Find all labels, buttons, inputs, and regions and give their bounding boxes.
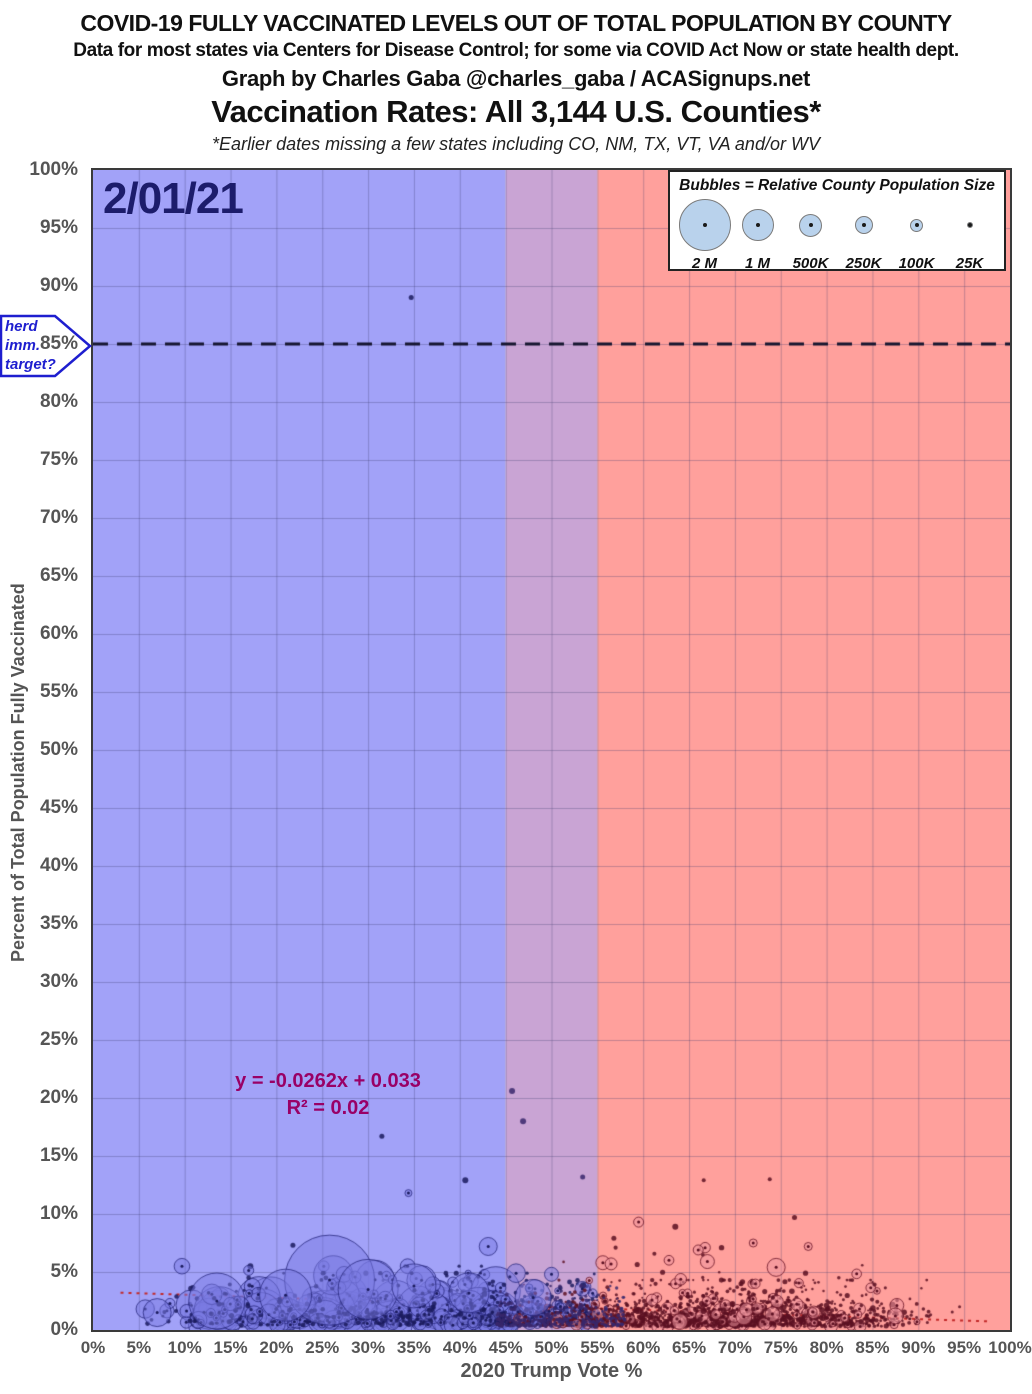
y-tick-label: 10% xyxy=(39,1203,78,1224)
legend-bubble xyxy=(799,213,822,237)
x-tick-label: 30% xyxy=(351,1338,386,1357)
main-title: COVID-19 FULLY VACCINATED LEVELS OUT OF … xyxy=(80,10,952,36)
y-tick-label: 100% xyxy=(29,159,78,180)
legend-bubble xyxy=(741,209,774,241)
x-tick-label: 100% xyxy=(988,1338,1032,1357)
x-tick-label: 40% xyxy=(442,1338,477,1357)
y-tick-label: 20% xyxy=(39,1087,78,1108)
herd-callout-line3: target? xyxy=(5,356,56,374)
herd-callout-line1: herd xyxy=(5,318,38,335)
attribution-line: Graph by Charles Gaba @charles_gaba / AC… xyxy=(221,66,811,91)
herd-callout-line2: imm. xyxy=(5,337,41,355)
legend-item-label: 100K xyxy=(898,255,935,272)
y-tick-label: 15% xyxy=(39,1145,78,1166)
y-tick-label: 70% xyxy=(39,507,78,528)
x-tick-label: 70% xyxy=(717,1338,752,1357)
legend-bubble xyxy=(854,216,873,234)
trendline-annotation: y = -0.0262x + 0.033 R² = 0.02 xyxy=(188,1068,468,1122)
scatter-canvas xyxy=(93,170,1010,1330)
x-tick-label: 75% xyxy=(763,1338,798,1357)
x-tick-label: 55% xyxy=(580,1338,615,1357)
x-tick-label: 60% xyxy=(626,1338,661,1357)
y-tick-label: 80% xyxy=(39,391,78,412)
y-tick-label: 90% xyxy=(39,275,78,296)
legend-title: Bubbles = Relative County Population Siz… xyxy=(679,177,995,194)
legend-item: 250K xyxy=(837,197,890,272)
x-tick-label: 20% xyxy=(259,1338,294,1357)
legend-bubble-cell xyxy=(799,197,822,253)
herd-callout-text: herd imm. target? xyxy=(5,317,56,374)
x-tick-label: 0% xyxy=(80,1338,106,1357)
legend-bubble xyxy=(966,222,973,228)
x-tick-label: 65% xyxy=(672,1338,707,1357)
legend-item: 25K xyxy=(943,197,996,272)
x-tick-label: 80% xyxy=(809,1338,844,1357)
legend-bubble-cell xyxy=(678,197,731,253)
legend-item: 100K xyxy=(890,197,943,272)
x-tick-label: 25% xyxy=(305,1338,340,1357)
y-axis-title: Percent of Total Population Fully Vaccin… xyxy=(8,583,28,962)
x-tick-label: 15% xyxy=(213,1338,248,1357)
x-tick-label: 5% xyxy=(126,1338,152,1357)
x-tick-label: 85% xyxy=(855,1338,890,1357)
x-axis-title: 2020 Trump Vote % xyxy=(460,1360,643,1382)
x-tick-label: 50% xyxy=(534,1338,569,1357)
legend-bubble-cell xyxy=(741,197,774,253)
x-tick-label: 90% xyxy=(901,1338,936,1357)
legend-bubble-cell xyxy=(854,197,873,253)
bubble-size-legend: Bubbles = Relative County Population Siz… xyxy=(668,170,1006,272)
y-tick-label: 5% xyxy=(50,1261,78,1282)
legend-item-label: 1 M xyxy=(744,255,770,272)
legend-bubble xyxy=(910,218,923,232)
chart-header: COVID-19 FULLY VACCINATED LEVELS OUT OF … xyxy=(0,0,1032,155)
y-tick-label: 25% xyxy=(39,1029,78,1050)
legend-bubble-cell xyxy=(910,197,923,253)
legend-item-label: 2 M xyxy=(691,255,717,272)
herd-immunity-callout: herd imm. target? xyxy=(0,314,94,378)
chart-title: Vaccination Rates: All 3,144 U.S. Counti… xyxy=(211,94,821,129)
legend-item-label: 250K xyxy=(845,255,882,272)
callout-arrow-shape xyxy=(0,314,92,378)
y-tick-label: 30% xyxy=(39,971,78,992)
x-tick-label: 35% xyxy=(396,1338,431,1357)
x-tick-label: 45% xyxy=(488,1338,523,1357)
legend-item: 500K xyxy=(784,197,837,272)
y-tick-label: 75% xyxy=(39,449,78,470)
data-source-subtitle: Data for most states via Centers for Dis… xyxy=(73,40,959,61)
x-tick-label: 95% xyxy=(947,1338,982,1357)
legend-item-label: 500K xyxy=(792,255,829,272)
trendline-equation: y = -0.0262x + 0.033 xyxy=(235,1070,421,1092)
legend-item: 1 M xyxy=(731,197,784,272)
y-tick-label: 0% xyxy=(50,1319,78,1340)
legend-item-label: 25K xyxy=(955,255,984,272)
plot-area: 2/01/21 y = -0.0262x + 0.033 R² = 0.02 B… xyxy=(91,168,1012,1332)
legend-bubble xyxy=(678,199,731,251)
date-label: 2/01/21 xyxy=(103,174,244,223)
y-tick-label: 95% xyxy=(39,217,78,238)
legend-items: 2 M 1 M 500K 250K 100K 25K xyxy=(678,197,996,272)
x-tick-label: 10% xyxy=(167,1338,202,1357)
footnote: *Earlier dates missing a few states incl… xyxy=(212,134,820,154)
legend-bubble-cell xyxy=(966,197,973,253)
r-squared-value: R² = 0.02 xyxy=(286,1097,370,1119)
legend-item: 2 M xyxy=(678,197,731,272)
